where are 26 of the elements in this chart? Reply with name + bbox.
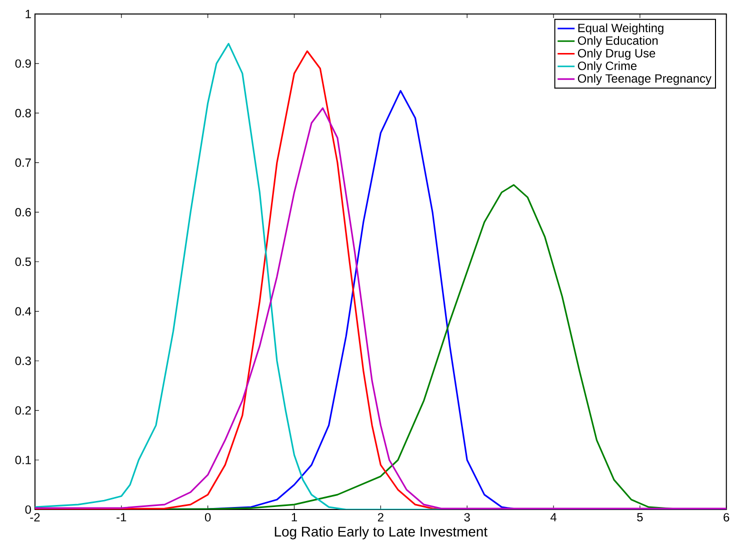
y-tick-label: 0.8 (15, 109, 31, 118)
y-tick-label: 0 (25, 506, 31, 514)
legend-label: Only Crime (578, 62, 637, 73)
x-tick-label: 6 (724, 513, 730, 522)
y-tick-label: 0.9 (15, 60, 31, 68)
y-tick-label: 0.2 (15, 406, 31, 415)
x-tick-label: 2 (378, 513, 384, 522)
x-tick-label: 4 (550, 513, 556, 522)
x-tick-label: -1 (116, 513, 126, 522)
x-tick-label: 1 (292, 513, 297, 522)
y-tick-label: 0.3 (15, 356, 31, 366)
y-tick-label: 0.1 (15, 456, 31, 464)
x-tick-label: 5 (637, 513, 643, 522)
y-tick-label: 0.5 (15, 258, 31, 266)
x-tick-label: 0 (204, 513, 211, 522)
legend-label: Equal Weighting (578, 24, 664, 35)
legend-label: Only Education (578, 36, 658, 48)
x-tick-label: 3 (464, 513, 470, 522)
legend-label: Only Drug Use (578, 48, 656, 60)
x-axis-title: Log Ratio Early to Late Investment (274, 526, 488, 540)
x-tick-label: -2 (30, 513, 40, 522)
y-tick-label: 1 (26, 10, 31, 18)
y-tick-label: 0.6 (15, 208, 31, 217)
legend-label: Only Teenage Pregnancy (578, 74, 712, 86)
y-tick-label: 0.7 (15, 158, 31, 168)
y-tick-label: 0.4 (15, 307, 32, 316)
